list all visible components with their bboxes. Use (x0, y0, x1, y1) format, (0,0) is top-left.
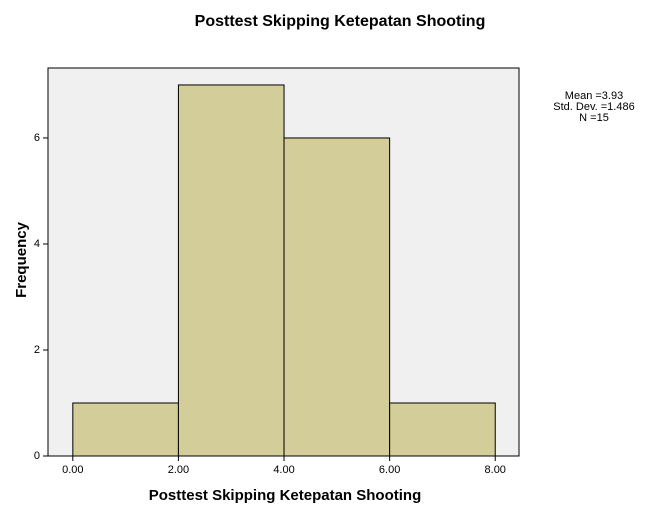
y-tick-label: 2 (34, 344, 40, 356)
x-tick-label: 0.00 (62, 464, 83, 476)
y-tick-label: 4 (34, 238, 40, 250)
bar (389, 402, 496, 457)
x-tick-label: 6.00 (379, 464, 400, 476)
bar (283, 137, 391, 457)
y-axis-title: Frequency (13, 221, 30, 298)
x-tick-label: 8.00 (485, 464, 506, 476)
stats-annotation: Mean =3.93 (565, 90, 623, 102)
y-tick-label: 0 (34, 450, 40, 462)
stats-annotation: Std. Dev. =1.486 (553, 101, 634, 113)
bar (177, 84, 285, 457)
chart-title: Posttest Skipping Ketepatan Shooting (195, 13, 486, 30)
y-tick-label: 6 (34, 132, 40, 144)
x-tick-label: 2.00 (168, 464, 189, 476)
bar (72, 402, 179, 457)
x-axis-title: Posttest Skipping Ketepatan Shooting (149, 487, 422, 504)
stats-annotation: N =15 (579, 112, 609, 124)
x-tick-label: 4.00 (273, 464, 294, 476)
